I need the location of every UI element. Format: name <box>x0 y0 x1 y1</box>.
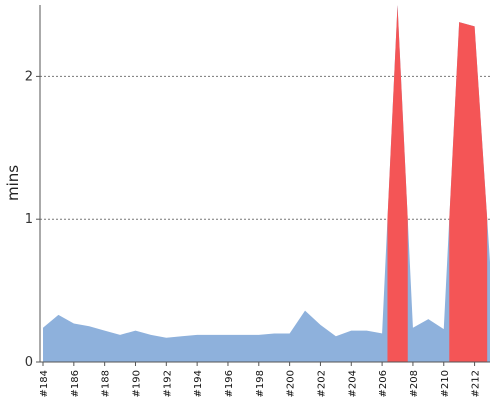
x-tick-label: #206 <box>378 370 389 397</box>
y-axis-label: mins <box>4 165 22 201</box>
x-tick-label: #184 <box>39 370 50 397</box>
highlight-spike <box>449 22 488 363</box>
x-tick-label: #188 <box>101 370 112 397</box>
grid-lines <box>40 75 490 220</box>
x-tick-label: #198 <box>255 370 266 397</box>
x-ticks: #184 #186 #188 #190 #192 #194 #196 #198 #200 #202… <box>39 362 482 397</box>
x-tick-label: #210 <box>440 370 451 397</box>
x-tick-label: #208 <box>409 370 420 397</box>
highlight-spike <box>387 5 408 362</box>
y-tick-label: 1 <box>25 212 33 227</box>
x-tick-label: #202 <box>316 370 327 397</box>
x-tick-label: #196 <box>224 370 235 397</box>
area-series <box>43 5 490 363</box>
x-tick-label: #186 <box>70 370 81 397</box>
y-tick-label: 0 <box>25 355 33 370</box>
y-tick-label: 2 <box>25 69 33 84</box>
x-tick-label: #192 <box>162 370 173 397</box>
axes <box>39 5 490 363</box>
y-ticks: 0 1 2 <box>25 69 40 370</box>
x-tick-label: #194 <box>193 370 204 397</box>
x-tick-label: #212 <box>471 370 482 397</box>
area-fill <box>43 5 490 362</box>
x-tick-label: #190 <box>131 370 142 397</box>
x-tick-label: #200 <box>286 370 297 397</box>
x-tick-label: #204 <box>347 370 358 397</box>
